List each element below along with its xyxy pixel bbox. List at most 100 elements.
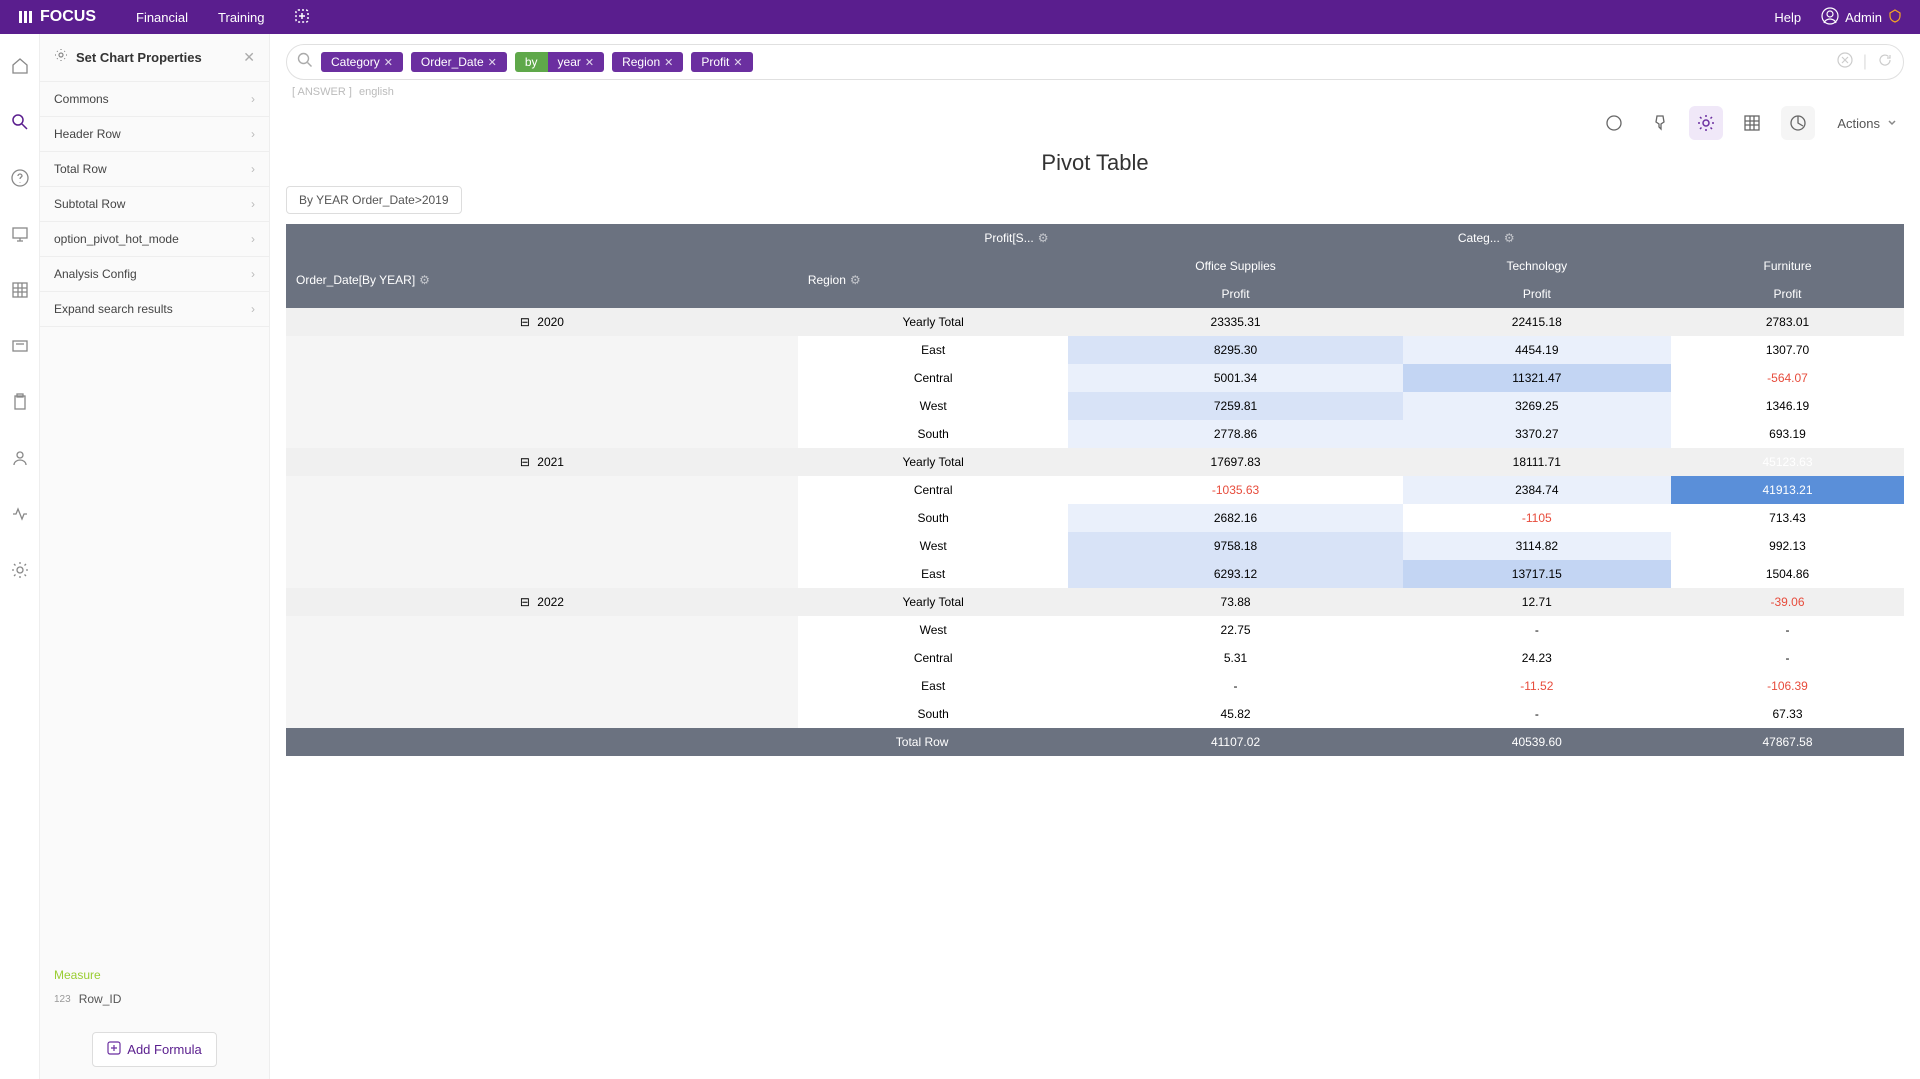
pivot-cell[interactable]: -1035.63 [1068,476,1402,504]
sidebar-item-header-row[interactable]: Header Row› [40,117,269,152]
header-profit[interactable]: Profit[S...⚙ [286,224,1068,252]
pivot-cell[interactable]: 3370.27 [1403,420,1671,448]
search-bar[interactable]: Category✕ Order_Date✕ by year✕ Region✕ P… [286,44,1904,80]
pivot-cell[interactable]: 12.71 [1403,588,1671,616]
region-cell[interactable]: South [798,700,1069,728]
header-cat-2[interactable]: Furniture [1671,252,1904,280]
rail-grid-icon[interactable] [6,276,34,304]
pivot-cell[interactable]: 5001.34 [1068,364,1402,392]
pivot-cell[interactable]: 18111.71 [1403,448,1671,476]
sidebar-item-subtotal-row[interactable]: Subtotal Row› [40,187,269,222]
rail-help-icon[interactable] [6,164,34,192]
pivot-cell[interactable]: 3114.82 [1403,532,1671,560]
rail-clipboard-icon[interactable] [6,388,34,416]
gear-icon[interactable]: ⚙ [1038,231,1049,245]
comment-icon[interactable] [1597,106,1631,140]
gear-icon[interactable]: ⚙ [419,273,430,287]
rail-layers-icon[interactable] [6,332,34,360]
pill-profit[interactable]: Profit✕ [691,52,752,72]
sidebar-item-analysis-config[interactable]: Analysis Config› [40,257,269,292]
collapse-icon[interactable]: ⊟ [520,455,530,469]
add-formula-button[interactable]: Add Formula [92,1032,216,1067]
rail-search-icon[interactable] [6,108,34,136]
pivot-cell[interactable]: 73.88 [1068,588,1402,616]
user-menu[interactable]: Admin [1821,7,1902,28]
pivot-cell[interactable]: -1105 [1403,504,1671,532]
filter-chip[interactable]: By YEAR Order_Date>2019 [286,186,462,214]
sidebar-item-hot-mode[interactable]: option_pivot_hot_mode› [40,222,269,257]
pivot-cell[interactable]: 13717.15 [1403,560,1671,588]
pivot-cell[interactable]: 8295.30 [1068,336,1402,364]
pivot-cell[interactable]: 9758.18 [1068,532,1402,560]
region-cell[interactable]: Central [798,644,1069,672]
pivot-cell[interactable]: 11321.47 [1403,364,1671,392]
header-measure-2[interactable]: Profit [1671,280,1904,308]
pivot-cell[interactable]: 22.75 [1068,616,1402,644]
pivot-cell[interactable]: 1504.86 [1671,560,1904,588]
pill-region[interactable]: Region✕ [612,52,683,72]
collapse-icon[interactable]: ⊟ [520,595,530,609]
pivot-cell[interactable]: 23335.31 [1068,308,1402,336]
gear-icon[interactable]: ⚙ [850,273,861,287]
pivot-cell[interactable]: 2384.74 [1403,476,1671,504]
region-cell[interactable]: Central [798,364,1069,392]
region-cell[interactable]: East [798,560,1069,588]
rail-presentation-icon[interactable] [6,220,34,248]
pin-icon[interactable] [1643,106,1677,140]
pivot-cell[interactable]: 992.13 [1671,532,1904,560]
header-region[interactable]: Region⚙ [798,252,1069,308]
pivot-cell[interactable]: 17697.83 [1068,448,1402,476]
rowid-field[interactable]: 123 Row_ID [54,992,255,1006]
header-category[interactable]: Categ...⚙ [1068,224,1904,252]
table-view-icon[interactable] [1735,106,1769,140]
pivot-cell[interactable]: 45123.63 [1671,448,1904,476]
pivot-cell[interactable]: 7259.81 [1068,392,1402,420]
sidebar-item-total-row[interactable]: Total Row› [40,152,269,187]
pill-remove-icon[interactable]: ✕ [733,56,742,69]
region-cell[interactable]: East [798,672,1069,700]
pivot-cell[interactable]: -106.39 [1671,672,1904,700]
pivot-cell[interactable]: - [1403,616,1671,644]
pivot-cell[interactable]: 5.31 [1068,644,1402,672]
header-measure-1[interactable]: Profit [1403,280,1671,308]
region-cell[interactable]: West [798,392,1069,420]
pivot-cell[interactable]: - [1403,700,1671,728]
pivot-cell[interactable]: 45.82 [1068,700,1402,728]
settings-gear-icon[interactable] [1689,106,1723,140]
pill-order-date[interactable]: Order_Date✕ [411,52,507,72]
gear-icon[interactable]: ⚙ [1504,231,1515,245]
pivot-cell[interactable]: 4454.19 [1403,336,1671,364]
header-measure-0[interactable]: Profit [1068,280,1402,308]
pill-remove-icon[interactable]: ✕ [585,56,594,69]
rail-settings-icon[interactable] [6,556,34,584]
pill-remove-icon[interactable]: ✕ [664,56,673,69]
pill-category[interactable]: Category✕ [321,52,403,72]
app-logo[interactable]: FOCUS [18,8,96,26]
pill-remove-icon[interactable]: ✕ [488,56,497,69]
pill-remove-icon[interactable]: ✕ [384,56,393,69]
add-tab-icon[interactable] [295,9,309,26]
pivot-cell[interactable]: - [1068,672,1402,700]
pivot-cell[interactable]: 713.43 [1671,504,1904,532]
region-cell[interactable]: South [798,504,1069,532]
chart-type-icon[interactable] [1781,106,1815,140]
collapse-icon[interactable]: ⊟ [520,315,530,329]
year-cell[interactable]: ⊟ 2021 [286,448,798,476]
sidebar-item-expand-results[interactable]: Expand search results› [40,292,269,327]
region-cell[interactable]: Central [798,476,1069,504]
pivot-cell[interactable]: 2682.16 [1068,504,1402,532]
header-order-date[interactable]: Order_Date[By YEAR]⚙ [286,252,798,308]
pivot-cell[interactable]: 693.19 [1671,420,1904,448]
pivot-cell[interactable]: - [1671,616,1904,644]
actions-dropdown[interactable]: Actions [1837,116,1898,131]
pivot-cell[interactable]: 1346.19 [1671,392,1904,420]
close-icon[interactable]: ✕ [243,49,255,66]
rail-home-icon[interactable] [6,52,34,80]
header-cat-0[interactable]: Office Supplies [1068,252,1402,280]
pivot-cell[interactable]: 6293.12 [1068,560,1402,588]
help-link[interactable]: Help [1774,10,1801,25]
refresh-search-icon[interactable] [1877,52,1893,73]
year-cell[interactable]: ⊟ 2020 [286,308,798,336]
pill-by-year[interactable]: by year✕ [515,52,604,72]
rail-activity-icon[interactable] [6,500,34,528]
